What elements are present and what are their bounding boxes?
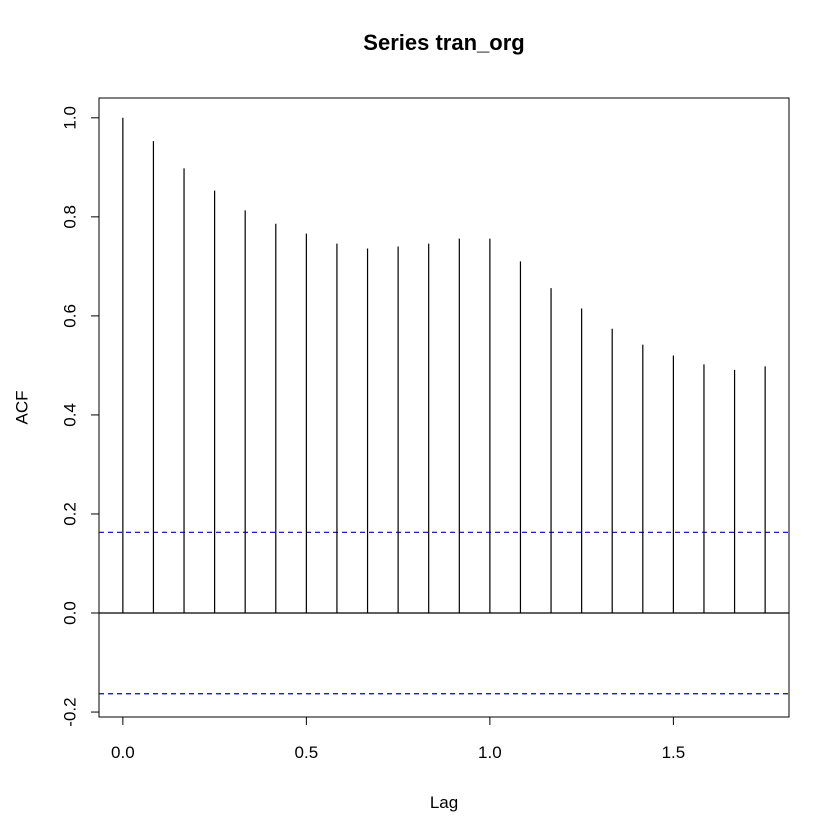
- y-tick-label: 0.8: [61, 205, 80, 229]
- y-tick-label: -0.2: [61, 697, 80, 726]
- y-axis-label: ACF: [13, 391, 32, 425]
- x-tick-label: 1.5: [662, 743, 686, 762]
- x-tick-label: 0.5: [295, 743, 319, 762]
- x-tick-label: 1.0: [478, 743, 502, 762]
- y-axis: -0.2 0.0 0.2 0.4 0.6 0.8 1.0: [61, 106, 100, 727]
- y-tick-label: 0.4: [61, 403, 80, 427]
- y-tick-label: 0.0: [61, 601, 80, 625]
- acf-bars: [122, 117, 766, 614]
- y-tick-label: 1.0: [61, 106, 80, 130]
- chart-title: Series tran_org: [363, 30, 524, 55]
- plot-frame: [98, 97, 790, 718]
- y-tick-label: 0.2: [61, 502, 80, 526]
- x-axis-label: Lag: [430, 793, 458, 812]
- x-axis: 0.0 0.5 1.0 1.5: [111, 716, 686, 762]
- x-tick-label: 0.0: [111, 743, 135, 762]
- y-tick-label: 0.6: [61, 304, 80, 328]
